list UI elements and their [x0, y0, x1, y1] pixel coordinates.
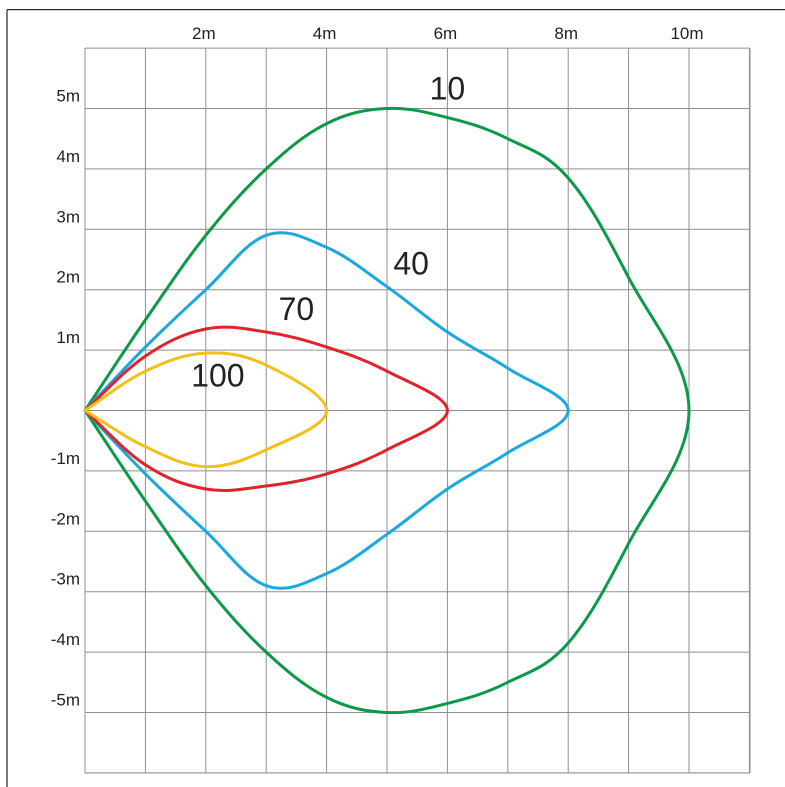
y-tick-label: -5m: [51, 691, 80, 710]
y-tick-label: 2m: [56, 268, 80, 287]
x-tick-label: 4m: [313, 24, 337, 43]
curve-100: [83, 351, 329, 469]
y-axis-ticks: 5m 4m 3m 2m 1m -1m -2m -3m -4m -5m: [51, 87, 80, 710]
y-tick-label: -1m: [51, 449, 80, 468]
y-tick-label: 4m: [56, 147, 80, 166]
grid: [84, 47, 751, 774]
x-axis-ticks: 2m 4m 6m 8m 10m: [192, 24, 704, 43]
curve-label-40: 40: [393, 246, 429, 282]
curve-70: [83, 325, 449, 493]
x-tick-label: 6m: [434, 24, 458, 43]
y-tick-label: -3m: [51, 570, 80, 589]
curve-labels: 10 40 70 100: [191, 70, 465, 393]
x-tick-label: 2m: [192, 24, 216, 43]
curve-40: [83, 231, 570, 590]
x-tick-label: 8m: [554, 24, 578, 43]
y-tick-label: 1m: [56, 328, 80, 347]
curve-label-100: 100: [191, 357, 244, 393]
curve-label-70: 70: [279, 291, 315, 327]
x-tick-label: 10m: [670, 24, 703, 43]
curve-10: [83, 106, 691, 715]
y-tick-label: 3m: [56, 207, 80, 226]
y-tick-label: -4m: [51, 630, 80, 649]
curves: [83, 106, 691, 715]
y-tick-label: -2m: [51, 509, 80, 528]
curve-label-10: 10: [430, 70, 466, 106]
y-tick-label: 5m: [56, 87, 80, 106]
top-border: [7, 9, 785, 11]
